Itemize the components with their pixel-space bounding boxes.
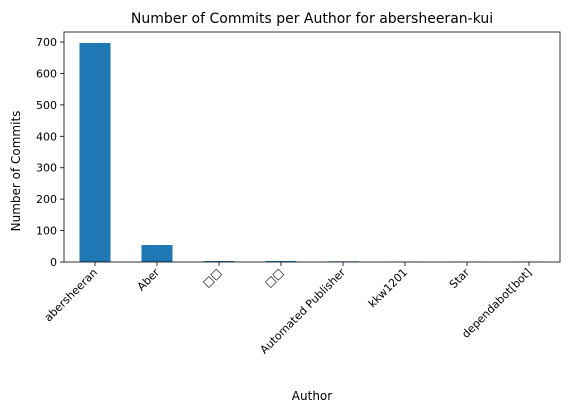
x-axis-label: Author [292, 389, 332, 403]
y-tick-label: 400 [36, 130, 57, 143]
bar [79, 42, 111, 262]
x-tick-label: kkw1201 [366, 266, 410, 310]
y-tick-label: 200 [36, 193, 57, 206]
plot-frame [63, 31, 561, 263]
x-tick-label: dependabot[bot] [459, 266, 534, 341]
plot-area: 0 100 200 300 400 500 600 700 abersheeran Aber □□ □… [36, 31, 561, 356]
y-axis-label: Number of Commits [9, 111, 23, 232]
y-tick-label: 0 [50, 256, 57, 269]
y-tick-label: 600 [36, 67, 57, 80]
y-tick-label: 300 [36, 162, 57, 175]
y-tick-label: 700 [36, 36, 57, 49]
y-tick-label: 500 [36, 99, 57, 112]
x-tick-label: Aber [135, 266, 163, 294]
x-tick-label: Star [447, 266, 472, 291]
chart-title: Number of Commits per Author for abershe… [131, 11, 493, 27]
y-tick-label: 100 [36, 225, 57, 238]
x-tick-label: □□ [262, 266, 286, 290]
x-tick-label: □□ [200, 266, 224, 290]
x-tick-label: abersheeran [42, 266, 100, 324]
bar [203, 261, 235, 262]
bar [141, 245, 173, 262]
bar [265, 261, 297, 262]
